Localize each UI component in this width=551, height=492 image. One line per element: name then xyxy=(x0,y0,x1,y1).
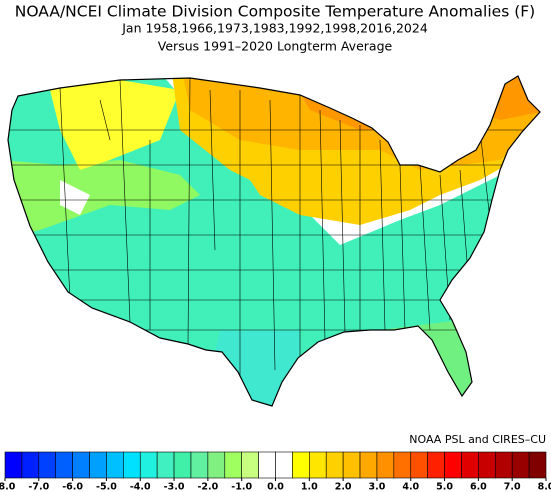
tick-label: -1.0 xyxy=(231,482,252,492)
tick-label: 6.0 xyxy=(470,482,487,492)
color-box xyxy=(342,451,361,479)
color-box xyxy=(89,451,107,479)
tick-label: -6.0 xyxy=(62,482,83,492)
color-box xyxy=(309,451,327,479)
tick-label: 8.0 xyxy=(538,482,551,492)
color-box xyxy=(410,451,428,479)
region xyxy=(50,80,180,170)
color-box xyxy=(528,451,547,479)
color-box xyxy=(258,451,276,479)
region xyxy=(380,320,480,400)
color-box xyxy=(55,451,73,479)
tick-label: -7.0 xyxy=(28,482,49,492)
subtitle: Versus 1991–2020 Longterm Average xyxy=(158,39,393,54)
color-box xyxy=(461,451,479,479)
color-box xyxy=(207,451,226,479)
region xyxy=(60,180,90,215)
credit: NOAA PSL and CIRES–CU xyxy=(409,433,546,446)
color-box xyxy=(393,451,412,479)
color-box xyxy=(444,451,462,479)
color-box xyxy=(106,451,124,479)
color-box xyxy=(72,451,90,479)
tick-label: -5.0 xyxy=(96,482,117,492)
color-box xyxy=(376,451,395,479)
tick-label: -8.0 xyxy=(0,482,16,492)
tick-label: 0.0 xyxy=(267,482,284,492)
color-box xyxy=(4,451,23,479)
division-lines xyxy=(8,77,540,400)
color-box xyxy=(292,451,310,479)
color-box xyxy=(38,451,57,479)
color-box xyxy=(359,451,378,479)
subtitle: Jan 1958,1966,1973,1983,1992,1998,2016,2… xyxy=(121,21,428,36)
color-box xyxy=(190,451,209,479)
color-box xyxy=(156,451,175,479)
tick-label: 7.0 xyxy=(504,482,521,492)
tick-label: 1.0 xyxy=(301,482,318,492)
color-box xyxy=(139,451,158,479)
color-box xyxy=(478,451,496,479)
color-box xyxy=(123,451,141,479)
color-box xyxy=(241,451,259,479)
color-box xyxy=(275,451,293,479)
tick-label: -2.0 xyxy=(197,482,218,492)
color-box xyxy=(511,451,530,479)
colorbar: -8.0 -7.0 -6.0 -5.0 -4.0 -3.0 -2.0 -1.0 0.0 1.0 2.… xyxy=(0,451,551,492)
color-box xyxy=(173,451,192,479)
tick-label: 4.0 xyxy=(402,482,419,492)
color-box xyxy=(494,451,513,479)
color-box xyxy=(224,451,242,479)
tick-label: -3.0 xyxy=(164,482,185,492)
tick-label: 5.0 xyxy=(436,482,453,492)
tick-label: 3.0 xyxy=(369,482,386,492)
color-box xyxy=(21,451,40,479)
tick-label: -4.0 xyxy=(130,482,151,492)
tick-label: 2.0 xyxy=(335,482,352,492)
color-box xyxy=(427,451,445,479)
color-box xyxy=(325,451,344,479)
title: NOAA/NCEI Climate Division Composite Tem… xyxy=(15,3,535,21)
